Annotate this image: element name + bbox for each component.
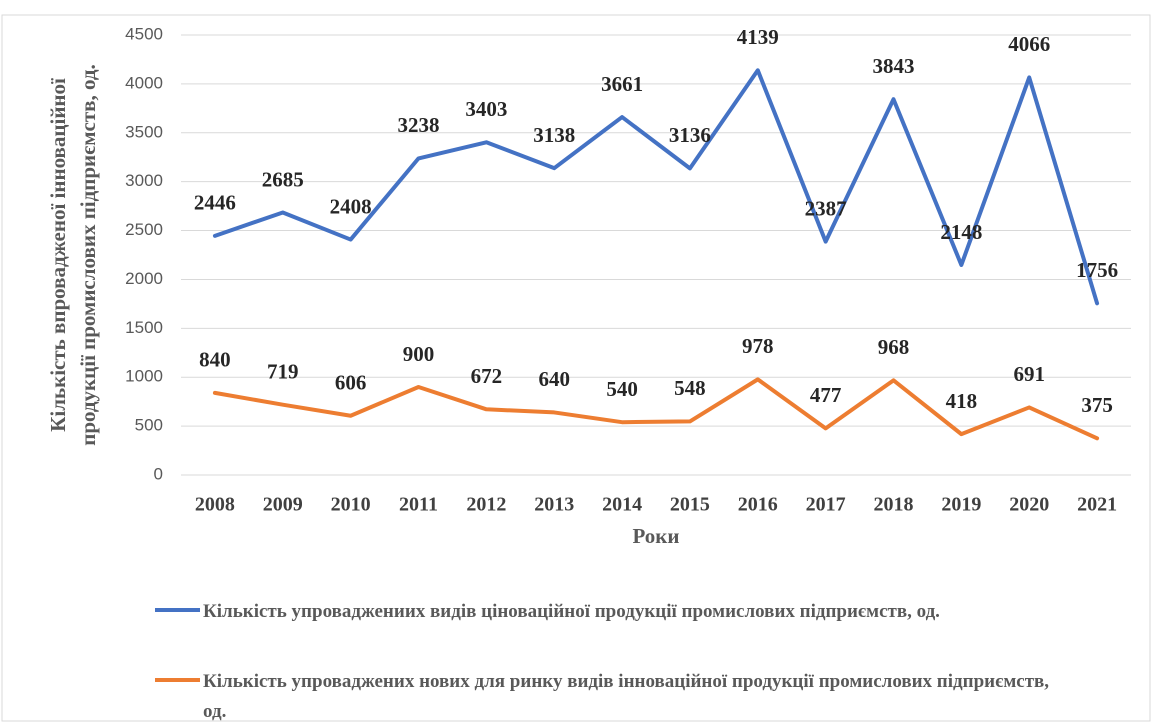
y-tick-label: 4000: [125, 73, 163, 92]
data-label: 3661: [601, 72, 643, 96]
data-label: 2685: [262, 167, 304, 191]
y-tick-label: 1500: [125, 318, 163, 337]
line: [212, 68, 1100, 306]
y-tick-label: 2000: [125, 269, 163, 288]
data-label: 691: [1013, 362, 1045, 386]
data-label: 3138: [533, 123, 575, 147]
data-label: 418: [946, 389, 978, 413]
y-tick-label: 0: [154, 464, 163, 483]
x-tick-label: 2021: [1077, 494, 1117, 516]
y-tick-label: 500: [135, 416, 163, 435]
y-axis-label: Кількість впровадженої інноваційної: [46, 78, 70, 432]
x-tick-label: 2014: [602, 494, 642, 516]
x-tick-label: 2011: [399, 494, 438, 516]
data-label: 900: [403, 342, 435, 366]
data-label: 375: [1081, 393, 1113, 417]
y-tick-label: 1000: [125, 367, 163, 386]
data-label: 1756: [1076, 258, 1118, 282]
data-label: 3136: [669, 123, 711, 147]
data-label: 672: [471, 364, 503, 388]
y-axis-label: продукції промислових підприємств, од.: [76, 64, 100, 446]
legend-label: Кількість упроваджениих видів ціноваційн…: [203, 601, 940, 622]
y-tick-label: 2500: [125, 220, 163, 239]
x-tick-label: 2016: [738, 494, 778, 516]
x-tick-label: 2009: [263, 494, 303, 516]
y-tick-label: 4500: [125, 24, 163, 43]
data-label: 3403: [465, 97, 507, 121]
line: [212, 377, 1100, 441]
data-label: 968: [878, 335, 910, 359]
x-tick-label: 2020: [1009, 494, 1049, 516]
x-axis-label: Роки: [632, 524, 679, 548]
data-label: 840: [199, 348, 231, 372]
data-label: 4139: [737, 25, 779, 49]
data-label: 2446: [194, 191, 236, 215]
y-tick-label: 3000: [125, 171, 163, 190]
x-tick-label: 2012: [466, 494, 506, 516]
data-label: 548: [674, 376, 706, 400]
data-label: 4066: [1008, 32, 1050, 56]
x-tick-label: 2010: [331, 494, 371, 516]
y-tick-label: 3500: [125, 122, 163, 141]
data-label: 640: [538, 367, 570, 391]
x-tick-label: 2018: [874, 494, 914, 516]
legend-label: Кількість упроваджених нових для ринку в…: [203, 671, 1050, 722]
data-label: 477: [810, 383, 842, 407]
data-label: 2387: [805, 196, 847, 220]
x-tick-label: 2019: [941, 494, 981, 516]
x-tick-label: 2015: [670, 494, 710, 516]
data-label: 606: [335, 371, 367, 395]
data-label: 978: [742, 334, 774, 358]
x-tick-label: 2017: [806, 494, 846, 516]
data-label: 2148: [940, 220, 982, 244]
x-tick-label: 2008: [195, 494, 235, 516]
data-label: 719: [267, 360, 299, 384]
data-label: 3843: [873, 54, 915, 78]
x-tick-label: 2013: [534, 494, 574, 516]
chart-border: [1, 14, 1151, 722]
data-label: 2408: [330, 194, 372, 218]
data-label: 540: [606, 377, 638, 401]
data-label: 3238: [398, 113, 440, 137]
